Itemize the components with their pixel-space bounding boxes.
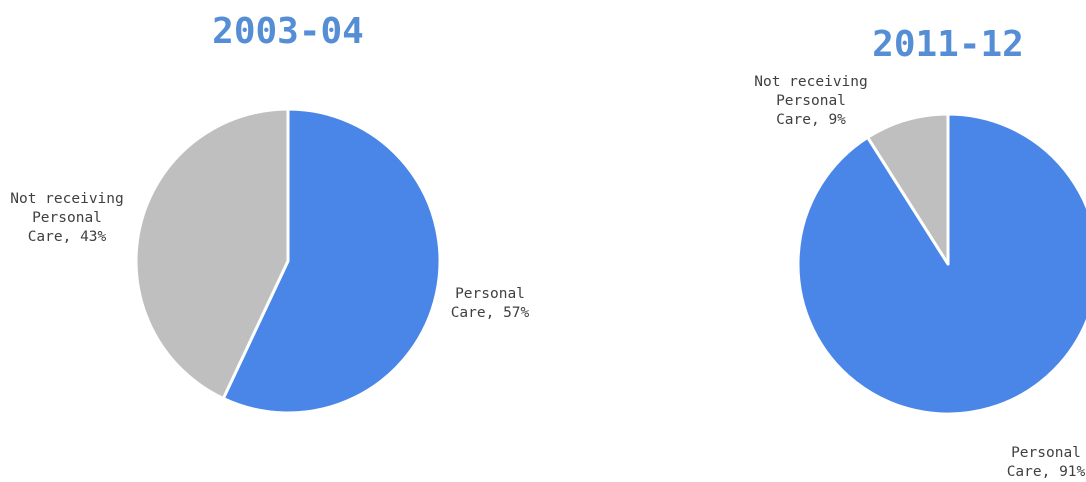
- data-label-line: Care, 43%: [28, 229, 107, 245]
- pie-slice-personal-care: [796, 112, 1086, 416]
- pie-chart-2011-12: 2011-12 Personal Care, 91% Not receiving Pe…: [754, 24, 1086, 480]
- pie-slice-not-receiving-personal-care: [134, 107, 290, 401]
- pie-slice-personal-care: [221, 107, 442, 415]
- data-label-line: Care, 91%: [1007, 464, 1086, 480]
- data-label-line: Personal: [455, 286, 525, 302]
- data-label-line: Not receiving: [754, 74, 868, 90]
- data-label-line: Personal: [32, 210, 102, 226]
- data-label-personal-care: Personal Care, 91%: [1007, 445, 1086, 480]
- data-label-line: Personal: [776, 93, 846, 109]
- data-label-line: Personal: [1011, 445, 1081, 461]
- data-label-line: Care, 9%: [776, 112, 846, 128]
- chart-title-2011-12: 2011-12: [872, 24, 1024, 65]
- data-label-personal-care: Personal Care, 57%: [451, 286, 530, 321]
- data-label-line: Not receiving: [10, 191, 124, 207]
- pie-slice-not-receiving-personal-care: [866, 112, 950, 266]
- data-label-not-receiving-personal-care: Not receiving Personal Care, 43%: [10, 191, 124, 245]
- data-label-not-receiving-personal-care: Not receiving Personal Care, 9%: [754, 74, 868, 128]
- pie-chart-2003-04: 2003-04 Personal Care, 57% Not receiving Pe…: [10, 11, 530, 415]
- data-label-line: Care, 57%: [451, 305, 530, 321]
- chart-title-2003-04: 2003-04: [212, 11, 364, 52]
